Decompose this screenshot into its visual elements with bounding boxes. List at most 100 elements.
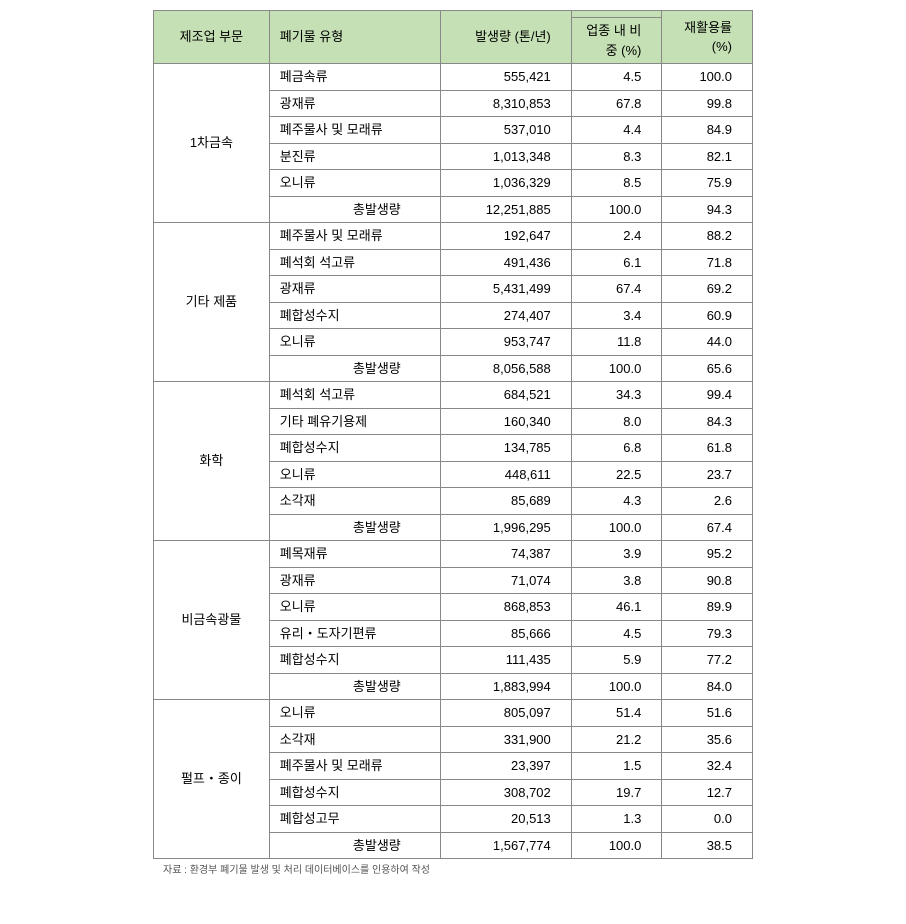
share-cell: 3.4 bbox=[571, 302, 662, 329]
table-header: 제조업 부문 폐기물 유형 발생량 (톤/년) 재활용률 (%) 업종 내 비중… bbox=[154, 11, 753, 64]
waste-type-cell: 폐합성고무 bbox=[269, 806, 440, 833]
share-cell: 4.4 bbox=[571, 117, 662, 144]
share-cell: 8.0 bbox=[571, 408, 662, 435]
waste-type-cell: 오니류 bbox=[269, 594, 440, 621]
waste-type-cell: 오니류 bbox=[269, 700, 440, 727]
share-cell: 8.5 bbox=[571, 170, 662, 197]
share-cell: 22.5 bbox=[571, 461, 662, 488]
generation-cell: 448,611 bbox=[440, 461, 571, 488]
total-share-cell: 100.0 bbox=[571, 514, 662, 541]
generation-cell: 868,853 bbox=[440, 594, 571, 621]
rate-cell: 82.1 bbox=[662, 143, 753, 170]
rate-cell: 2.6 bbox=[662, 488, 753, 515]
rate-cell: 84.9 bbox=[662, 117, 753, 144]
waste-table: 제조업 부문 폐기물 유형 발생량 (톤/년) 재활용률 (%) 업종 내 비중… bbox=[153, 10, 753, 859]
share-cell: 2.4 bbox=[571, 223, 662, 250]
rate-cell: 77.2 bbox=[662, 647, 753, 674]
rate-cell: 75.9 bbox=[662, 170, 753, 197]
waste-type-cell: 오니류 bbox=[269, 461, 440, 488]
waste-type-cell: 폐주물사 및 모래류 bbox=[269, 117, 440, 144]
sector-cell: 화학 bbox=[154, 382, 270, 541]
sector-cell: 기타 제품 bbox=[154, 223, 270, 382]
rate-cell: 44.0 bbox=[662, 329, 753, 356]
rate-cell: 90.8 bbox=[662, 567, 753, 594]
rate-cell: 84.3 bbox=[662, 408, 753, 435]
waste-type-cell: 폐합성수지 bbox=[269, 435, 440, 462]
waste-type-cell: 분진류 bbox=[269, 143, 440, 170]
generation-cell: 160,340 bbox=[440, 408, 571, 435]
total-generation-cell: 8,056,588 bbox=[440, 355, 571, 382]
rate-cell: 88.2 bbox=[662, 223, 753, 250]
rate-cell: 12.7 bbox=[662, 779, 753, 806]
total-label-cell: 총발생량 bbox=[269, 832, 440, 859]
total-generation-cell: 1,883,994 bbox=[440, 673, 571, 700]
share-cell: 6.8 bbox=[571, 435, 662, 462]
rate-cell: 69.2 bbox=[662, 276, 753, 303]
total-label-cell: 총발생량 bbox=[269, 196, 440, 223]
rate-cell: 32.4 bbox=[662, 753, 753, 780]
generation-cell: 85,689 bbox=[440, 488, 571, 515]
waste-type-cell: 폐합성수지 bbox=[269, 302, 440, 329]
header-share-top bbox=[571, 11, 662, 18]
share-cell: 1.5 bbox=[571, 753, 662, 780]
header-sector: 제조업 부문 bbox=[154, 11, 270, 64]
share-cell: 19.7 bbox=[571, 779, 662, 806]
sector-cell: 비금속광물 bbox=[154, 541, 270, 700]
waste-type-cell: 기타 폐유기용제 bbox=[269, 408, 440, 435]
waste-type-cell: 폐석회 석고류 bbox=[269, 249, 440, 276]
footnote: 자료 : 환경부 폐기물 발생 및 처리 데이터베이스를 인용하여 작성 bbox=[153, 861, 753, 876]
header-generation: 발생량 (톤/년) bbox=[440, 11, 571, 64]
share-cell: 1.3 bbox=[571, 806, 662, 833]
total-generation-cell: 12,251,885 bbox=[440, 196, 571, 223]
share-cell: 4.3 bbox=[571, 488, 662, 515]
total-rate-cell: 65.6 bbox=[662, 355, 753, 382]
rate-cell: 0.0 bbox=[662, 806, 753, 833]
share-cell: 3.8 bbox=[571, 567, 662, 594]
total-share-cell: 100.0 bbox=[571, 196, 662, 223]
total-generation-cell: 1,996,295 bbox=[440, 514, 571, 541]
waste-type-cell: 폐합성수지 bbox=[269, 647, 440, 674]
table-row: 기타 제품폐주물사 및 모래류192,6472.488.2 bbox=[154, 223, 753, 250]
waste-type-cell: 폐금속류 bbox=[269, 64, 440, 91]
waste-type-cell: 광재류 bbox=[269, 567, 440, 594]
share-cell: 3.9 bbox=[571, 541, 662, 568]
generation-cell: 805,097 bbox=[440, 700, 571, 727]
rate-cell: 89.9 bbox=[662, 594, 753, 621]
total-label-cell: 총발생량 bbox=[269, 673, 440, 700]
generation-cell: 71,074 bbox=[440, 567, 571, 594]
waste-type-cell: 광재류 bbox=[269, 276, 440, 303]
share-cell: 34.3 bbox=[571, 382, 662, 409]
header-share: 업종 내 비중 (%) bbox=[571, 18, 662, 64]
generation-cell: 8,310,853 bbox=[440, 90, 571, 117]
waste-type-cell: 소각재 bbox=[269, 488, 440, 515]
total-label-cell: 총발생량 bbox=[269, 514, 440, 541]
generation-cell: 953,747 bbox=[440, 329, 571, 356]
waste-type-cell: 폐목재류 bbox=[269, 541, 440, 568]
generation-cell: 537,010 bbox=[440, 117, 571, 144]
waste-type-cell: 폐석회 석고류 bbox=[269, 382, 440, 409]
total-label-cell: 총발생량 bbox=[269, 355, 440, 382]
rate-cell: 35.6 bbox=[662, 726, 753, 753]
share-cell: 6.1 bbox=[571, 249, 662, 276]
generation-cell: 85,666 bbox=[440, 620, 571, 647]
generation-cell: 1,036,329 bbox=[440, 170, 571, 197]
share-cell: 67.4 bbox=[571, 276, 662, 303]
share-cell: 11.8 bbox=[571, 329, 662, 356]
total-rate-cell: 84.0 bbox=[662, 673, 753, 700]
share-cell: 4.5 bbox=[571, 64, 662, 91]
generation-cell: 274,407 bbox=[440, 302, 571, 329]
generation-cell: 74,387 bbox=[440, 541, 571, 568]
generation-cell: 111,435 bbox=[440, 647, 571, 674]
waste-type-cell: 유리・도자기편류 bbox=[269, 620, 440, 647]
rate-cell: 71.8 bbox=[662, 249, 753, 276]
sector-cell: 1차금속 bbox=[154, 64, 270, 223]
share-cell: 8.3 bbox=[571, 143, 662, 170]
generation-cell: 134,785 bbox=[440, 435, 571, 462]
rate-cell: 60.9 bbox=[662, 302, 753, 329]
generation-cell: 1,013,348 bbox=[440, 143, 571, 170]
header-recycle-rate: 재활용률 (%) bbox=[662, 11, 753, 64]
share-cell: 21.2 bbox=[571, 726, 662, 753]
rate-cell: 99.4 bbox=[662, 382, 753, 409]
waste-type-cell: 소각재 bbox=[269, 726, 440, 753]
header-waste-type: 폐기물 유형 bbox=[269, 11, 440, 64]
